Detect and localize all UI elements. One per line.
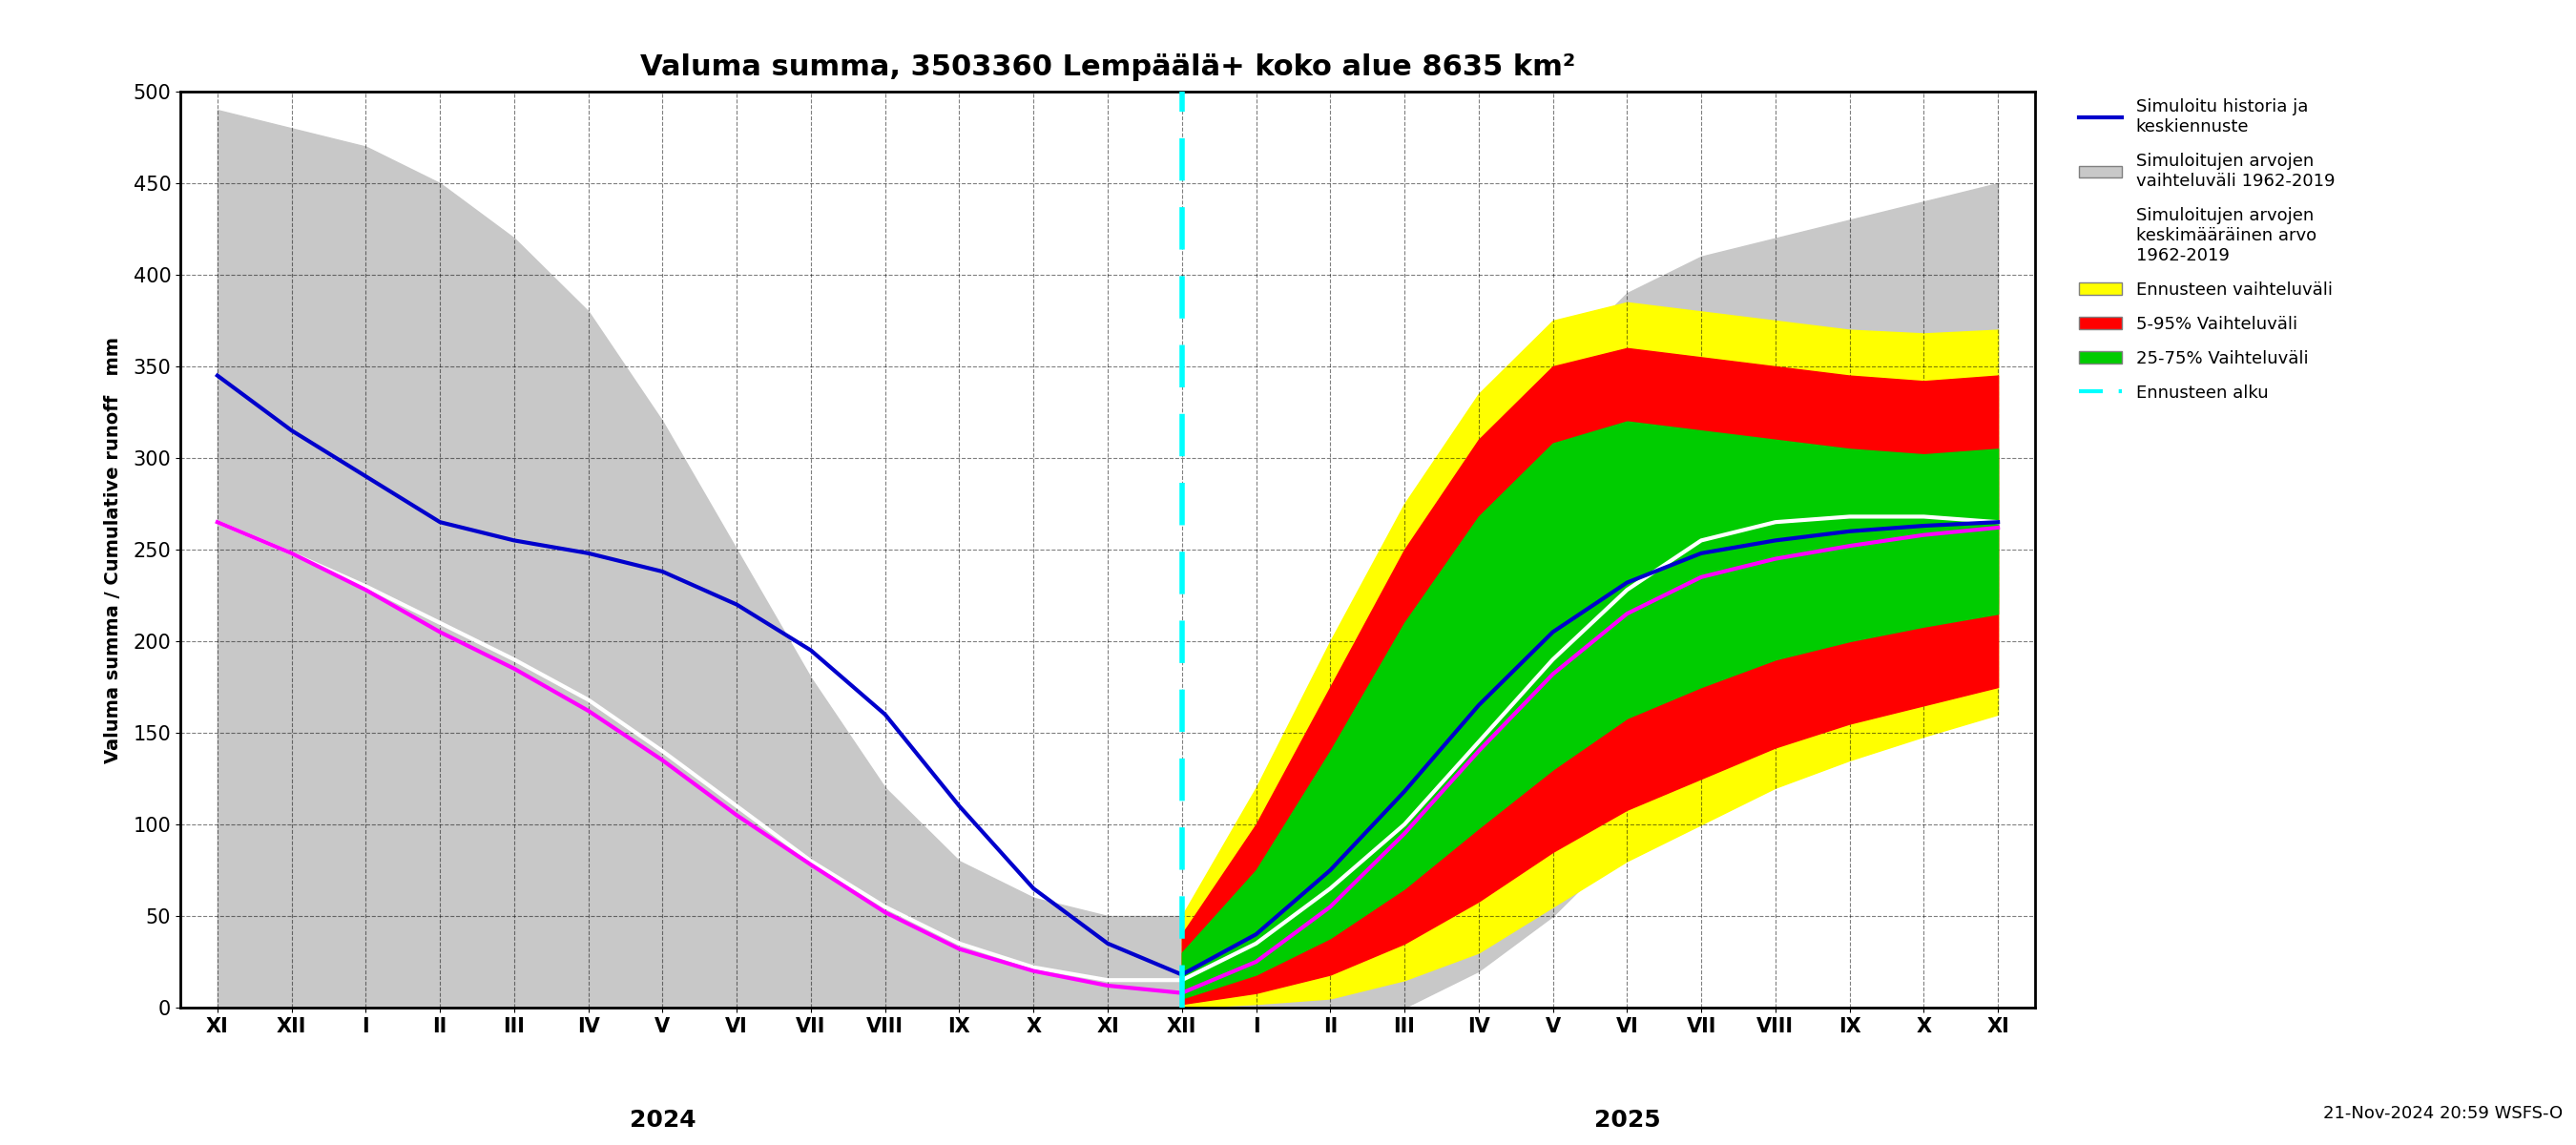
Text: 2025: 2025 <box>1595 1108 1659 1131</box>
Title: Valuma summa, 3503360 Lempäälä+ koko alue 8635 km²: Valuma summa, 3503360 Lempäälä+ koko alu… <box>639 54 1577 81</box>
Text: 2024: 2024 <box>629 1108 696 1131</box>
Legend: Simuloitu historia ja
keskiennuste, Simuloitujen arvojen
vaihteluväli 1962-2019,: Simuloitu historia ja keskiennuste, Simu… <box>2071 92 2342 409</box>
Text: 21-Nov-2024 20:59 WSFS-O: 21-Nov-2024 20:59 WSFS-O <box>2324 1105 2563 1122</box>
Y-axis label: Valuma summa / Cumulative runoff   mm: Valuma summa / Cumulative runoff mm <box>106 337 124 763</box>
